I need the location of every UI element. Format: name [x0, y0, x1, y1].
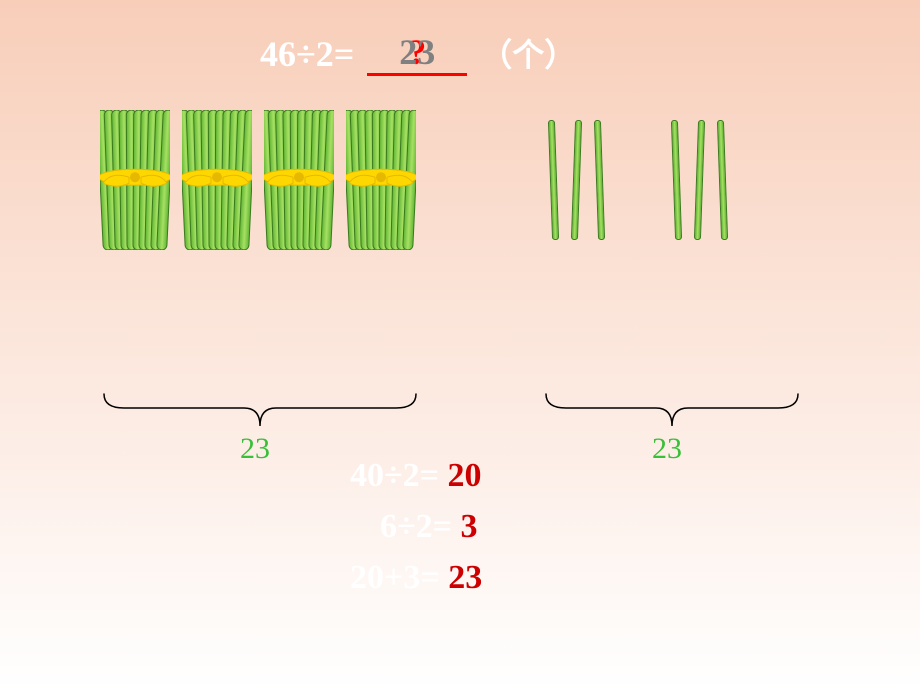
- loose-sticks: [550, 120, 726, 240]
- stick-bundles: [100, 110, 416, 255]
- answer-value: 23: [399, 32, 435, 72]
- bundle-icon: [182, 110, 252, 250]
- step-line: 40÷2= 20: [350, 450, 482, 501]
- stick-group: [673, 120, 726, 240]
- calculation-steps: 40÷2= 206÷2= 320+3= 23: [350, 450, 482, 603]
- stick-bundle: [346, 110, 416, 255]
- step-lhs: 20+3=: [350, 559, 448, 596]
- stick-bundle: [100, 110, 170, 255]
- answer-unit: （个）: [480, 37, 576, 73]
- step-rhs: 23: [448, 559, 482, 596]
- brace-right-label: 23: [652, 432, 682, 466]
- step-lhs: 40÷2=: [350, 457, 448, 494]
- bundle-icon: [264, 110, 334, 250]
- bundle-icon: [346, 110, 416, 250]
- single-stick: [594, 120, 605, 240]
- step-line: 20+3= 23: [350, 552, 482, 603]
- step-line: 6÷2= 3: [380, 501, 482, 552]
- single-stick: [571, 120, 582, 240]
- bundle-icon: [100, 110, 170, 250]
- single-stick: [548, 120, 559, 240]
- top-equation: 46÷2= ? 23 （个）: [260, 30, 576, 76]
- step-lhs: 6÷2=: [380, 508, 461, 545]
- stick-group: [550, 120, 603, 240]
- single-stick: [671, 120, 682, 240]
- single-stick: [717, 120, 728, 240]
- brace-left: [100, 390, 420, 430]
- brace-left-label: 23: [240, 432, 270, 466]
- brace-right: [542, 390, 802, 430]
- answer-blank: ? 23: [367, 31, 467, 76]
- step-rhs: 20: [448, 457, 482, 494]
- equation-lhs: 46÷2=: [260, 34, 354, 74]
- stick-bundle: [264, 110, 334, 255]
- stick-bundle: [182, 110, 252, 255]
- single-stick: [694, 120, 705, 240]
- step-rhs: 3: [461, 508, 478, 545]
